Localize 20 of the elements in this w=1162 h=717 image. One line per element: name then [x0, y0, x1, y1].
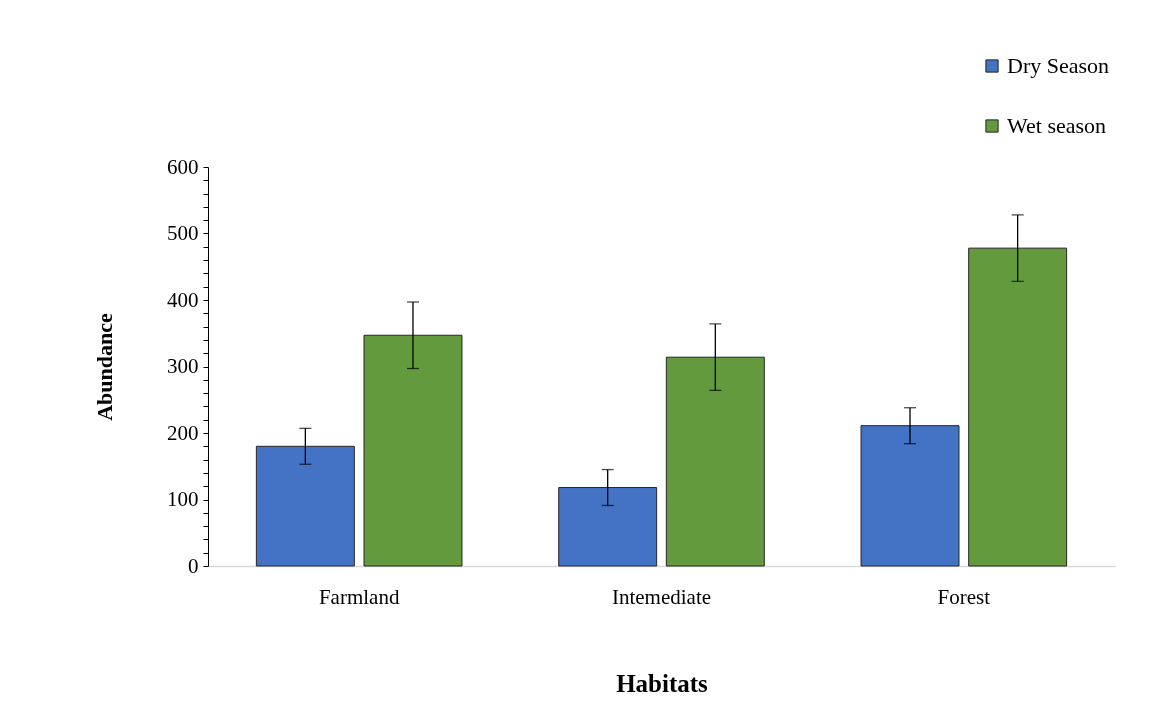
legend-label: Wet season	[1007, 113, 1107, 138]
x-tick-label: Forest	[937, 584, 991, 609]
x-tick-label: Farmland	[318, 584, 400, 609]
x-tick-label: Intemediate	[611, 584, 712, 609]
y-tick-label: 200	[167, 420, 199, 445]
bar	[558, 487, 658, 567]
x-axis-title: Habitats	[616, 669, 709, 697]
y-tick-label: 600	[167, 154, 199, 179]
y-tick-label: 300	[167, 354, 199, 378]
y-tick-label: 500	[167, 221, 199, 245]
bar	[968, 247, 1068, 567]
bar	[363, 334, 463, 567]
y-tick-label: 100	[167, 487, 199, 511]
y-tick-label: 0	[188, 553, 199, 578]
legend-label: Dry Season	[1007, 53, 1110, 78]
bar	[665, 356, 765, 567]
y-axis-title: Abundance	[92, 312, 117, 421]
bar	[255, 445, 355, 567]
bar	[860, 425, 960, 567]
y-tick-label: 400	[167, 287, 199, 312]
